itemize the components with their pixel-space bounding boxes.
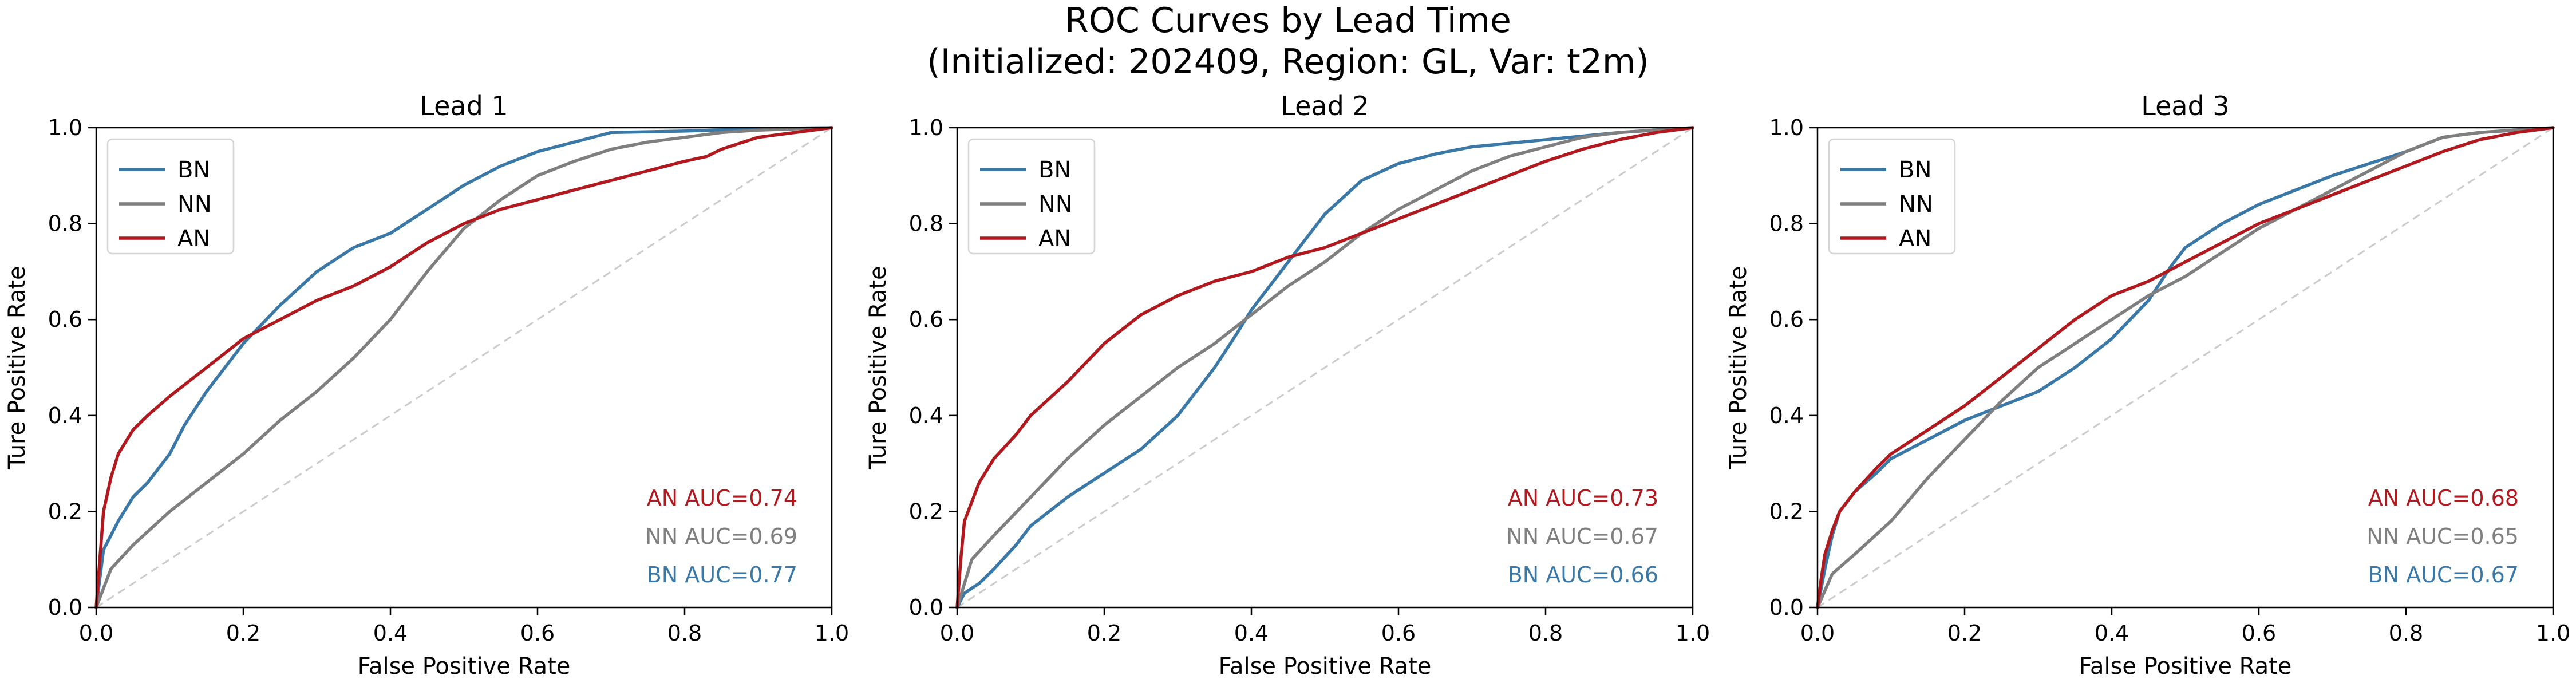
legend-label-bn: BN [1038,157,1071,183]
x-tick-label: 0.4 [1234,621,1269,646]
auc-annotation-bn: BN AUC=0.77 [647,562,797,587]
y-tick-label: 0.8 [909,211,943,236]
x-tick-label: 0.6 [2242,621,2276,646]
y-tick-label: 0.8 [48,211,82,236]
x-axis-label: False Positive Rate [358,653,571,680]
auc-annotation-bn: BN AUC=0.67 [2368,562,2519,587]
x-tick-label: 1.0 [1676,621,1710,646]
legend-label-an: AN [177,226,210,252]
series-line-an [1816,126,2555,609]
figure-title-line-1: ROC Curves by Lead Time [1065,1,1511,41]
y-axis-label: Ture Positive Rate [1725,266,1752,469]
series-line-bn [955,126,1694,609]
y-tick-label: 0.2 [48,499,82,524]
plot-frame [956,127,1694,609]
y-axis-label: Ture Positive Rate [4,266,30,469]
legend-box [967,138,1096,255]
y-tick-label: 0.0 [1769,595,1804,620]
plot-frame [95,127,833,609]
plot-frame [1816,127,2554,609]
roc-panel-1: Lead 1 0.0 0.2 0.4 0.6 0.8 1.0 0.0 0.2 0.4 0.6 0.8 1… [4,90,849,680]
y-tick-label: 0.2 [1769,499,1804,524]
y-tick-label: 0.8 [1769,211,1804,236]
y-tick-label: 0.0 [48,595,82,620]
legend-label-bn: BN [1899,157,1931,183]
y-axis-label: Ture Positive Rate [865,266,891,469]
x-tick-label: 0.6 [1381,621,1416,646]
panel-title: Lead 1 [420,90,508,121]
x-tick-label: 0.0 [940,621,974,646]
y-tick-label: 0.6 [1769,307,1804,332]
legend: BN NN AN [967,138,1096,255]
reference-diagonal-line [957,127,1693,609]
x-tick-label: 0.4 [373,621,408,646]
reference-diagonal-line [96,127,832,609]
auc-annotation-an: AN AUC=0.68 [2368,485,2519,511]
auc-annotation-nn: NN AUC=0.69 [645,524,797,549]
legend-label-an: AN [1899,226,1931,252]
series-line-nn [955,126,1694,609]
legend-box [106,138,235,255]
x-tick-label: 0.2 [1087,621,1121,646]
auc-annotation-an: AN AUC=0.73 [1508,485,1658,511]
series-line-an [94,126,833,609]
y-tick-label: 0.6 [48,307,82,332]
panel-title: Lead 3 [2141,90,2229,121]
roc-panel-2: Lead 2 0.0 0.2 0.4 0.6 0.8 1.0 0.0 0.2 0.4 0.6 0.8 1… [865,90,1710,680]
legend-box [1828,138,1956,255]
y-tick-label: 0.4 [48,403,82,428]
x-tick-label: 1.0 [2536,621,2570,646]
y-tick-label: 0.6 [909,307,943,332]
y-tick-label: 1.0 [48,115,82,140]
series-line-an [955,126,1694,609]
y-tick-label: 0.2 [909,499,943,524]
series-line-nn [94,126,833,609]
x-tick-label: 1.0 [815,621,849,646]
x-tick-label: 0.8 [2389,621,2423,646]
auc-annotation-nn: NN AUC=0.65 [2366,524,2519,549]
x-tick-label: 0.0 [1800,621,1835,646]
x-tick-label: 0.8 [1528,621,1563,646]
figure-title-line-2: (Initialized: 202409, Region: GL, Var: t… [927,42,1649,82]
legend-label-an: AN [1038,226,1071,252]
x-tick-label: 0.8 [667,621,702,646]
reference-diagonal-line [1817,127,2554,609]
auc-annotation-nn: NN AUC=0.67 [1506,524,1658,549]
x-tick-label: 0.6 [520,621,555,646]
x-tick-label: 0.2 [1947,621,1982,646]
auc-annotation-an: AN AUC=0.74 [647,485,797,511]
legend-label-nn: NN [1038,191,1073,218]
series-line-nn [1816,126,2555,609]
legend: BN NN AN [106,138,235,255]
x-tick-label: 0.2 [226,621,260,646]
auc-annotation-bn: BN AUC=0.66 [1508,562,1658,587]
figure-title: ROC Curves by Lead Time (Initialized: 20… [0,0,2576,82]
legend: BN NN AN [1828,138,1956,255]
roc-panel-3: Lead 3 0.0 0.2 0.4 0.6 0.8 1.0 0.0 0.2 0.4 0.6 0.8 1… [1725,90,2570,680]
y-tick-label: 0.4 [1769,403,1804,428]
legend-label-nn: NN [177,191,212,218]
y-tick-label: 1.0 [909,115,943,140]
x-tick-label: 0.0 [79,621,113,646]
x-axis-label: False Positive Rate [2079,653,2292,680]
x-axis-label: False Positive Rate [1219,653,1432,680]
legend-label-bn: BN [177,157,210,183]
x-tick-label: 0.4 [2095,621,2129,646]
y-tick-label: 1.0 [1769,115,1804,140]
panel-title: Lead 2 [1281,90,1369,121]
legend-label-nn: NN [1899,191,1933,218]
series-line-bn [94,126,833,609]
y-tick-label: 0.4 [909,403,943,428]
y-tick-label: 0.0 [909,595,943,620]
